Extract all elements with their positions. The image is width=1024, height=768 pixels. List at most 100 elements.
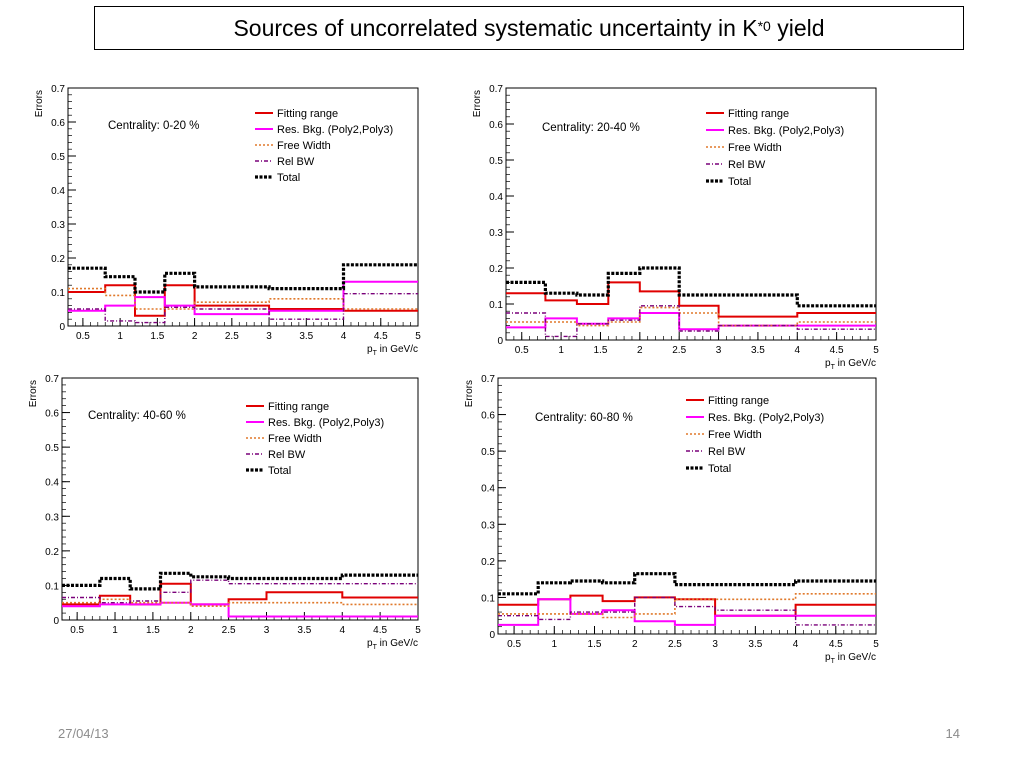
- x-tick-label: 2: [192, 331, 198, 342]
- x-tick-label: 2.5: [222, 625, 236, 636]
- x-tick-label: 4.5: [373, 625, 387, 636]
- legend-label: Fitting range: [728, 108, 789, 120]
- x-tick-label: 3.5: [751, 345, 765, 356]
- chart-panel-2: 0 0.1 0.2 0.3 0.4 0.5 0.6 0.7 0.5 1 1.5 2 2.5 3 3.5 4 4.…: [472, 84, 879, 371]
- y-tick-label: 0.2: [481, 557, 495, 568]
- legend-label: Fitting range: [708, 395, 769, 407]
- series-fitting-range: [506, 281, 876, 318]
- series-fitting-range: [62, 582, 418, 606]
- series-rel-bw: [506, 305, 876, 338]
- y-tick-label: 0.4: [489, 192, 503, 203]
- slide-title: Sources of uncorrelated systematic uncer…: [94, 6, 964, 50]
- slide-page-number: 14: [945, 726, 960, 741]
- x-axis-label: pT in GeV/c: [825, 652, 876, 665]
- y-tick-label: 0.4: [51, 186, 65, 197]
- chart-panel-4: 0 0.1 0.2 0.3 0.4 0.5 0.6 0.7 0.5 1 1.5 2 2.5 3 3.5 4 4.…: [464, 374, 879, 665]
- legend-label: Res. Bkg. (Poly2,Poly3): [277, 124, 393, 136]
- x-tick-label: 3.5: [299, 331, 313, 342]
- chart-panel-1: 0 0.1 0.2 0.3 0.4 0.5 0.6 0.7 0.5 1 1.5 2 2.5 3 3.5 4 4.…: [34, 84, 421, 357]
- series-res-bkg-poly2-poly3: [68, 280, 418, 316]
- legend-label: Fitting range: [268, 401, 329, 413]
- x-tick-label: 2.5: [225, 331, 239, 342]
- series-res-bkg-poly2-poly3: [498, 598, 876, 626]
- x-tick-label: 1: [552, 639, 558, 650]
- y-tick-label: 0.7: [45, 374, 59, 385]
- series-res-bkg-poly2-poly3: [62, 601, 418, 618]
- legend-label: Total: [728, 176, 751, 188]
- series-fitting-range: [68, 284, 418, 317]
- y-tick-label: 0.6: [51, 118, 65, 129]
- y-tick-label: 0.6: [481, 411, 495, 422]
- x-tick-label: 3: [266, 331, 272, 342]
- legend-label: Rel BW: [277, 156, 315, 168]
- y-tick-label: 0.6: [489, 120, 503, 131]
- x-tick-label: 1.5: [594, 345, 608, 356]
- x-tick-label: 1: [117, 331, 123, 342]
- legend-label: Free Width: [268, 433, 322, 445]
- legend-label: Free Width: [277, 140, 331, 152]
- y-tick-label: 0.5: [481, 447, 495, 458]
- x-tick-label: 2: [188, 625, 194, 636]
- x-tick-label: 3: [716, 345, 722, 356]
- legend-label: Res. Bkg. (Poly2,Poly3): [708, 412, 824, 424]
- plot-frame: [61, 377, 419, 621]
- x-tick-label: 1.5: [146, 625, 160, 636]
- series-total: [506, 266, 876, 308]
- x-tick-label: 2.5: [668, 639, 682, 650]
- y-tick-label: 0.7: [51, 84, 65, 95]
- y-tick-label: 0.4: [481, 484, 495, 495]
- y-tick-label: 0.1: [489, 300, 503, 311]
- legend-label: Rel BW: [268, 449, 306, 461]
- x-tick-label: 4: [339, 625, 345, 636]
- legend-label: Total: [708, 463, 731, 475]
- y-tick-label: 0.3: [51, 220, 65, 231]
- y-tick-label: 0.6: [45, 409, 59, 420]
- legend-label: Rel BW: [708, 446, 746, 458]
- y-tick-label: 0: [59, 322, 65, 333]
- series-total: [68, 263, 418, 294]
- y-axis-label: Errors: [472, 90, 483, 117]
- y-tick-label: 0.1: [51, 288, 65, 299]
- x-tick-label: 0.5: [507, 639, 521, 650]
- y-tick-label: 0: [53, 616, 59, 627]
- x-tick-label: 1.5: [588, 639, 602, 650]
- x-tick-label: 2.5: [672, 345, 686, 356]
- x-tick-label: 4: [794, 345, 800, 356]
- x-tick-label: 0.5: [70, 625, 84, 636]
- centrality-label: Centrality: 60-80 %: [535, 412, 633, 424]
- y-tick-label: 0.4: [45, 478, 59, 489]
- x-tick-label: 3.5: [748, 639, 762, 650]
- plot-frame: [505, 87, 877, 341]
- y-tick-label: 0.7: [481, 374, 495, 385]
- x-tick-label: 2: [637, 345, 643, 356]
- y-tick-label: 0.3: [489, 228, 503, 239]
- x-tick-label: 3: [264, 625, 270, 636]
- x-axis-label: pT in GeV/c: [825, 358, 876, 371]
- y-tick-label: 0.2: [45, 547, 59, 558]
- y-tick-label: 0.2: [489, 264, 503, 275]
- x-tick-label: 4: [341, 331, 347, 342]
- y-tick-label: 0.1: [481, 593, 495, 604]
- y-tick-label: 0.5: [489, 156, 503, 167]
- series-total: [498, 572, 876, 596]
- slide-date: 27/04/13: [58, 726, 109, 741]
- y-tick-label: 0.2: [51, 254, 65, 265]
- series-rel-bw: [62, 579, 418, 604]
- x-axis-label: pT in GeV/c: [367, 638, 418, 651]
- x-tick-label: 1: [558, 345, 564, 356]
- x-tick-label: 4.5: [374, 331, 388, 342]
- y-tick-label: 0.1: [45, 581, 59, 592]
- legend-label: Free Width: [728, 142, 782, 154]
- y-tick-label: 0.7: [489, 84, 503, 95]
- y-axis-label: Errors: [464, 380, 475, 407]
- x-tick-label: 1.5: [150, 331, 164, 342]
- y-tick-label: 0.5: [51, 152, 65, 163]
- y-tick-label: 0.3: [45, 512, 59, 523]
- x-tick-label: 0.5: [515, 345, 529, 356]
- x-tick-label: 0.5: [76, 331, 90, 342]
- y-tick-label: 0.3: [481, 520, 495, 531]
- x-tick-label: 5: [873, 345, 879, 356]
- y-tick-label: 0: [497, 336, 503, 347]
- series-free-width: [506, 306, 876, 327]
